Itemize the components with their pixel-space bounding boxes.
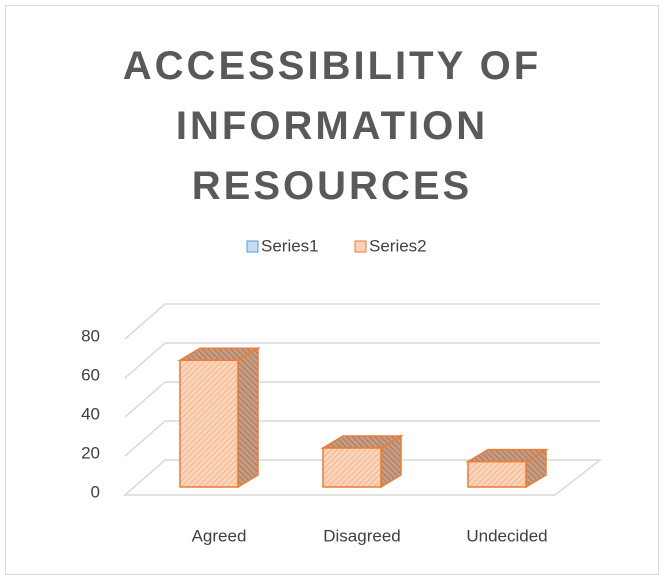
bar-face (467, 460, 527, 488)
legend-label: Series1 (261, 236, 319, 255)
legend-swatch (246, 240, 259, 253)
bar (320, 434, 404, 489)
x-tick-label: Undecided (466, 526, 547, 545)
grid-line (124, 303, 600, 340)
bar-face (322, 447, 382, 488)
x-tick-label: Disagreed (323, 526, 401, 545)
grid-line (124, 342, 600, 379)
grid-line (124, 381, 600, 418)
grid-line (124, 420, 600, 457)
bar (177, 346, 261, 489)
chart-title: ACCESSIBILITY OF INFORMATION RESOURCES (122, 44, 542, 208)
y-tick-label: 20 (81, 443, 100, 462)
bar-face (237, 346, 259, 489)
y-tick-label: 40 (81, 404, 100, 423)
chart-border (5, 5, 659, 575)
x-tick-label: Agreed (192, 526, 247, 545)
y-tick-label: 0 (91, 482, 100, 501)
y-tick-label: 80 (81, 326, 100, 345)
bar-face (179, 359, 239, 488)
y-tick-label: 60 (81, 365, 100, 384)
bar (465, 448, 549, 489)
legend-label: Series2 (369, 236, 427, 255)
legend-swatch (354, 240, 367, 253)
